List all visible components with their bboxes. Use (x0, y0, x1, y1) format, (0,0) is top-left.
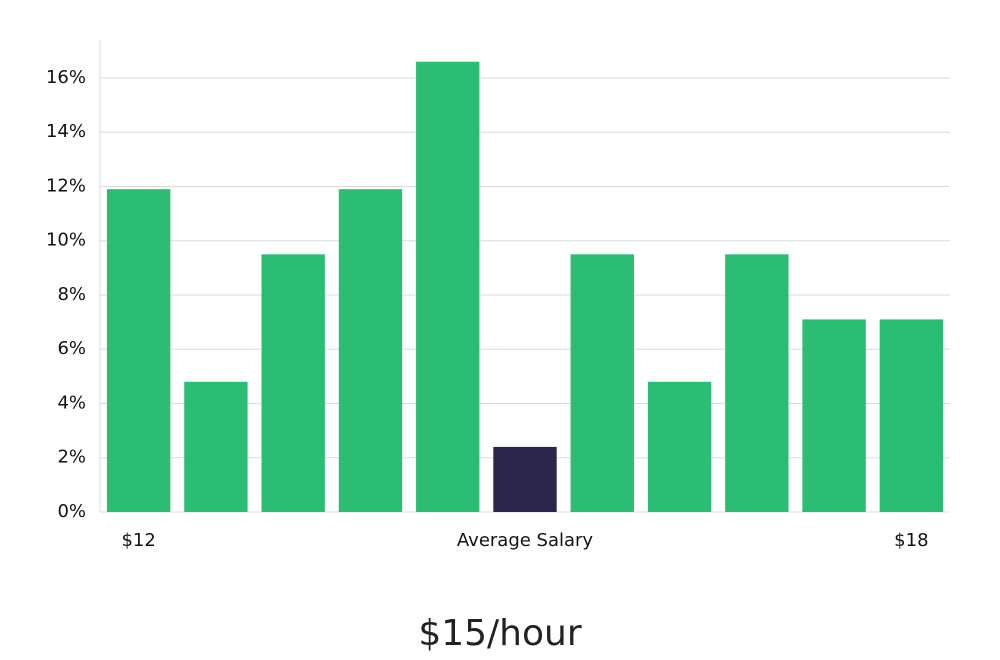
x-tick-label: $12 (121, 530, 155, 551)
bar (261, 254, 325, 513)
y-tick-label: 14% (46, 121, 86, 142)
y-tick-label: 4% (57, 392, 86, 413)
bar (416, 61, 480, 513)
y-tick-label: 8% (57, 284, 86, 305)
y-tick-label: 0% (57, 501, 86, 522)
y-tick-label: 10% (46, 230, 86, 251)
x-tick-label: Average Salary (457, 530, 594, 551)
x-tick-label: $18 (894, 530, 928, 551)
bar (802, 319, 866, 512)
y-tick-label: 2% (57, 447, 86, 468)
bar (879, 319, 944, 512)
y-tick-label: 6% (57, 338, 86, 359)
caption: $15/hour (418, 613, 582, 654)
y-tick-label: 12% (46, 175, 86, 196)
bar (338, 189, 403, 512)
bar (725, 254, 789, 513)
bar (184, 381, 248, 512)
y-tick-label: 16% (46, 67, 86, 88)
bar (493, 446, 557, 512)
bar (647, 381, 712, 512)
bar (570, 254, 634, 513)
bar (106, 189, 171, 512)
